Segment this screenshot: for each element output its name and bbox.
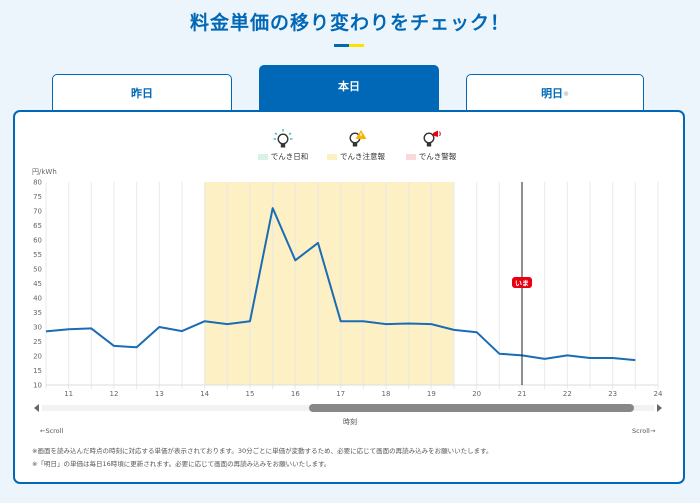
legend-label: でんき日和	[270, 152, 309, 161]
scrollbar-thumb[interactable]	[309, 404, 634, 412]
legend-label: でんき警報	[418, 152, 457, 161]
tab-label: 明日	[541, 87, 564, 100]
legend-swatch	[327, 154, 337, 160]
tab-note-mark: ※	[563, 90, 569, 98]
page-title: 料金単価の移り変わりをチェック！	[189, 12, 510, 34]
scroll-left-hint: ←Scroll	[40, 427, 64, 435]
title-underline	[334, 44, 364, 47]
note-update-interval: ※画面を読み込んだ時点の時刻に対応する単価が表示されております。30分ごとに単価…	[32, 447, 493, 455]
legend-item-denki-chuiho: でんき注意報	[321, 128, 391, 162]
legend-item-denki-biyori: でんき日和	[248, 128, 318, 162]
tab-label: 昨日	[131, 87, 153, 100]
tab-today[interactable]: 本日	[259, 65, 439, 112]
scroll-left-arrow-icon[interactable]	[34, 404, 39, 412]
legend-label: でんき注意報	[340, 152, 385, 161]
tab-tomorrow[interactable]: 明日※	[466, 74, 644, 112]
tab-yesterday[interactable]: 昨日	[52, 74, 232, 112]
legend-swatch	[257, 154, 268, 160]
lightbulb-megaphone-icon	[423, 130, 441, 147]
scroll-right-hint: Scroll→	[632, 427, 656, 435]
chart-scrollbar[interactable]	[32, 403, 664, 413]
scroll-right-arrow-icon[interactable]	[657, 404, 662, 412]
legend-swatch	[405, 154, 416, 160]
legend-item-denki-keiho: でんき警報	[396, 128, 466, 162]
note-tomorrow-update: ※「明日」の単価は毎日16時頃に更新されます。必要に応じて画面の再読み込みをお願…	[32, 460, 331, 468]
x-axis-title: 時刻	[343, 418, 357, 426]
lightbulb-warning-icon	[349, 130, 367, 147]
tab-label: 本日	[338, 80, 360, 93]
chart-legend: でんき日和 でんき注意報 でんき警報	[248, 128, 468, 168]
lightbulb-sparkle-icon	[273, 129, 293, 148]
